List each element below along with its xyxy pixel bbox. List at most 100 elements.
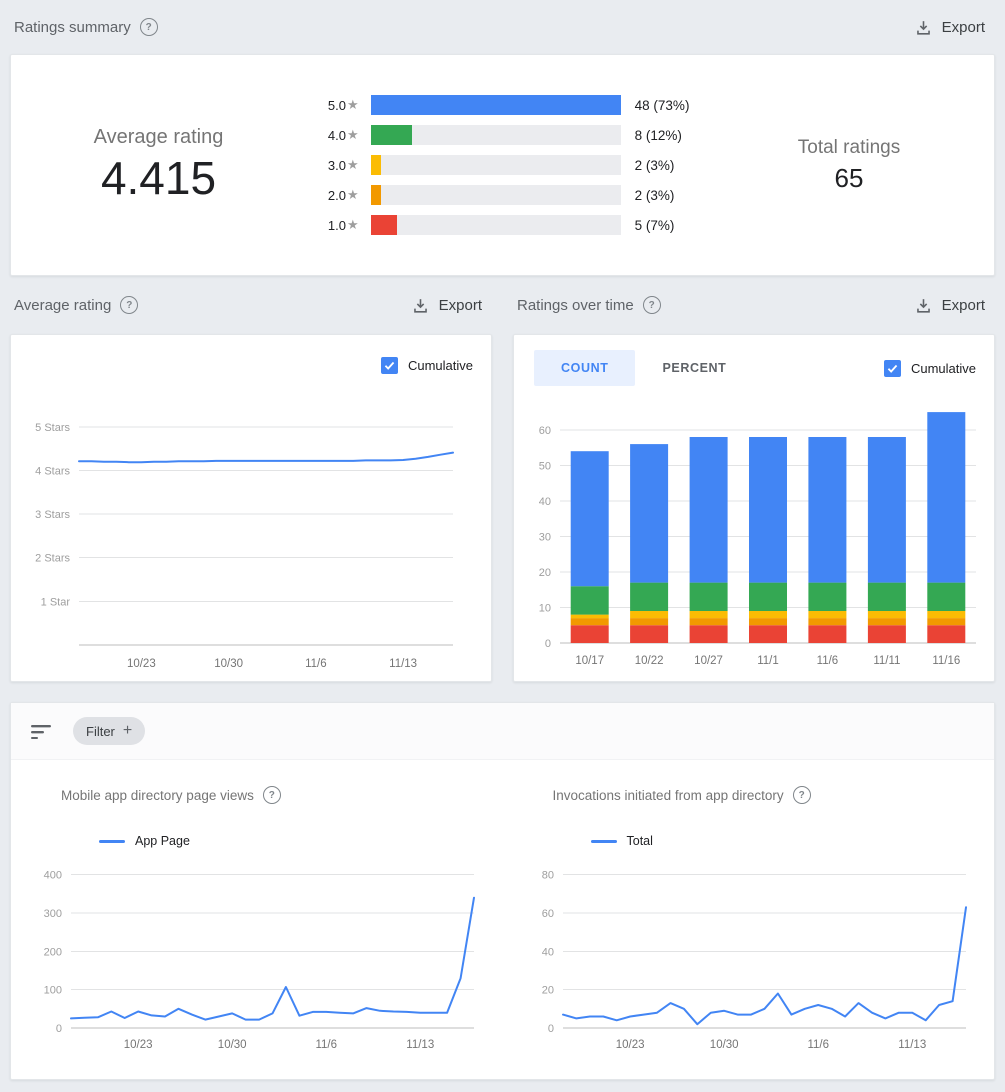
total-ratings-label: Total ratings: [797, 136, 901, 158]
section-title: Ratings over time: [517, 296, 634, 314]
star-icon: ★: [347, 97, 359, 112]
svg-text:50: 50: [539, 460, 551, 472]
export-label: Export: [941, 18, 985, 36]
svg-text:11/1: 11/1: [757, 655, 779, 667]
help-icon[interactable]: ?: [792, 786, 811, 804]
average-rating-chart-header: Average rating ? Export: [10, 276, 492, 334]
bottom-charts: Mobile app directory page views ? App Pa…: [11, 760, 994, 1064]
svg-text:80: 80: [541, 870, 553, 882]
help-icon[interactable]: ?: [120, 296, 139, 314]
ratings-over-time-bar-chart: 0 10 20 30 40 50 60 10/17 10/22 10/27 11/1 11/6 11/1…: [539, 412, 976, 667]
export-button[interactable]: Export: [908, 14, 991, 41]
legend-label: Total: [626, 834, 653, 848]
svg-text:10/23: 10/23: [124, 1039, 153, 1051]
tab-percent[interactable]: PERCENT: [635, 350, 753, 386]
cumulative-checkbox[interactable]: [883, 359, 901, 377]
star-icon: ★: [347, 217, 359, 232]
help-icon[interactable]: ?: [262, 786, 281, 804]
svg-text:0: 0: [547, 1023, 553, 1035]
rating-row-value: 5 (7%): [634, 217, 675, 233]
rating-row: 1.0 ★ 5 (7%): [306, 215, 704, 235]
rating-row-value: 2 (3%): [634, 187, 675, 203]
rating-bar-fill: [370, 215, 397, 235]
rating-row-value: 48 (73%): [634, 97, 690, 113]
invocations-line-chart: 0 20 40 60 80 10/23 10/30 11/6 11/13: [541, 870, 967, 1051]
svg-text:2 Stars: 2 Stars: [35, 553, 70, 565]
svg-text:3 Stars: 3 Stars: [35, 509, 70, 521]
svg-text:0: 0: [56, 1023, 62, 1035]
filter-label: Filter: [86, 723, 115, 739]
ratings-over-time-header: Ratings over time ? Export: [513, 276, 995, 334]
ratings-summary-header: Ratings summary ? Export: [10, 0, 995, 54]
svg-text:0: 0: [545, 638, 551, 650]
star-icon: ★: [347, 187, 359, 202]
total-ratings-value: 65: [834, 162, 864, 193]
ratings-summary-card: Average rating 4.415 5.0 ★ 48 (73%) 4.0 ★ 8 (…: [10, 54, 995, 276]
filter-bar: Filter +: [11, 703, 994, 760]
svg-text:5 Stars: 5 Stars: [35, 422, 70, 434]
cumulative-label: Cumulative: [910, 360, 976, 376]
download-icon: [413, 298, 427, 313]
total-ratings-block: Total ratings 65: [704, 137, 994, 194]
svg-text:4 Stars: 4 Stars: [35, 465, 70, 477]
svg-text:11/13: 11/13: [898, 1039, 926, 1051]
svg-text:10/17: 10/17: [575, 655, 604, 667]
rating-row: 5.0 ★ 48 (73%): [306, 95, 704, 115]
average-rating-block: Average rating 4.415: [11, 126, 306, 204]
rating-bar-fill: [370, 185, 382, 205]
svg-text:11/13: 11/13: [389, 658, 417, 670]
ratings-over-time-chart-card: COUNT PERCENT Cumulative 0 10 20 30 40 50 60 10/…: [513, 334, 995, 682]
rating-bar-track: [370, 125, 621, 145]
rating-row-value: 8 (12%): [634, 127, 682, 143]
rating-row-label: 4.0: [327, 127, 346, 143]
tab-count[interactable]: COUNT: [534, 350, 636, 386]
rating-bar-track: [370, 155, 621, 175]
average-rating-chart-card: Cumulative 1 Star 2 Stars 3 Stars 4 Stars 5 …: [10, 334, 492, 682]
page-views-column: Mobile app directory page views ? App Pa…: [11, 760, 503, 1064]
count-percent-tabs: COUNT PERCENT: [534, 350, 753, 386]
export-button[interactable]: Export: [908, 292, 991, 319]
svg-text:10/22: 10/22: [635, 655, 664, 667]
svg-text:20: 20: [541, 985, 553, 997]
rating-bar-fill: [370, 155, 382, 175]
rating-bar-track: [370, 95, 621, 115]
rating-row-value: 2 (3%): [634, 157, 675, 173]
middle-section-headers: Average rating ? Export Ratings over tim…: [10, 276, 995, 334]
svg-text:10/23: 10/23: [615, 1039, 644, 1051]
svg-text:100: 100: [44, 985, 62, 997]
export-button[interactable]: Export: [405, 292, 488, 319]
rating-row: 4.0 ★ 8 (12%): [306, 125, 704, 145]
svg-text:11/16: 11/16: [932, 655, 960, 667]
rating-distribution: 5.0 ★ 48 (73%) 4.0 ★ 8 (12%) 3.0 ★ 2 (3%) 2.0 ★ 2 (…: [306, 95, 704, 235]
rating-row: 3.0 ★ 2 (3%): [306, 155, 704, 175]
svg-text:200: 200: [44, 946, 62, 958]
rating-bar-fill: [370, 95, 621, 115]
download-icon: [916, 20, 930, 35]
filter-icon: [31, 725, 51, 739]
svg-text:40: 40: [539, 496, 551, 508]
export-label: Export: [438, 296, 482, 314]
rating-row-label: 1.0: [327, 217, 346, 233]
svg-text:40: 40: [541, 946, 553, 958]
average-rating-line-chart: 1 Star 2 Stars 3 Stars 4 Stars 5 Stars 10/23 1…: [35, 422, 454, 670]
help-icon[interactable]: ?: [642, 296, 661, 314]
svg-text:11/11: 11/11: [873, 655, 900, 667]
svg-text:1 Star: 1 Star: [41, 596, 71, 608]
help-icon[interactable]: ?: [139, 18, 158, 36]
invocations-column: Invocations initiated from app directory…: [503, 760, 995, 1064]
svg-text:11/13: 11/13: [406, 1039, 434, 1051]
average-rating-value: 4.415: [100, 152, 217, 205]
rating-bar-track: [370, 185, 621, 205]
svg-text:11/6: 11/6: [817, 655, 839, 667]
rating-row-label: 3.0: [327, 157, 346, 173]
rating-row: 2.0 ★ 2 (3%): [306, 185, 704, 205]
svg-text:300: 300: [44, 908, 62, 920]
legend-line-swatch: [590, 839, 617, 843]
rating-bar-fill: [370, 125, 413, 145]
check-icon: [384, 361, 395, 370]
filter-chip[interactable]: Filter +: [73, 717, 146, 745]
chart-legend: App Page: [99, 834, 503, 848]
cumulative-checkbox[interactable]: [380, 356, 398, 374]
svg-text:60: 60: [539, 425, 551, 437]
svg-text:10/27: 10/27: [694, 655, 723, 667]
